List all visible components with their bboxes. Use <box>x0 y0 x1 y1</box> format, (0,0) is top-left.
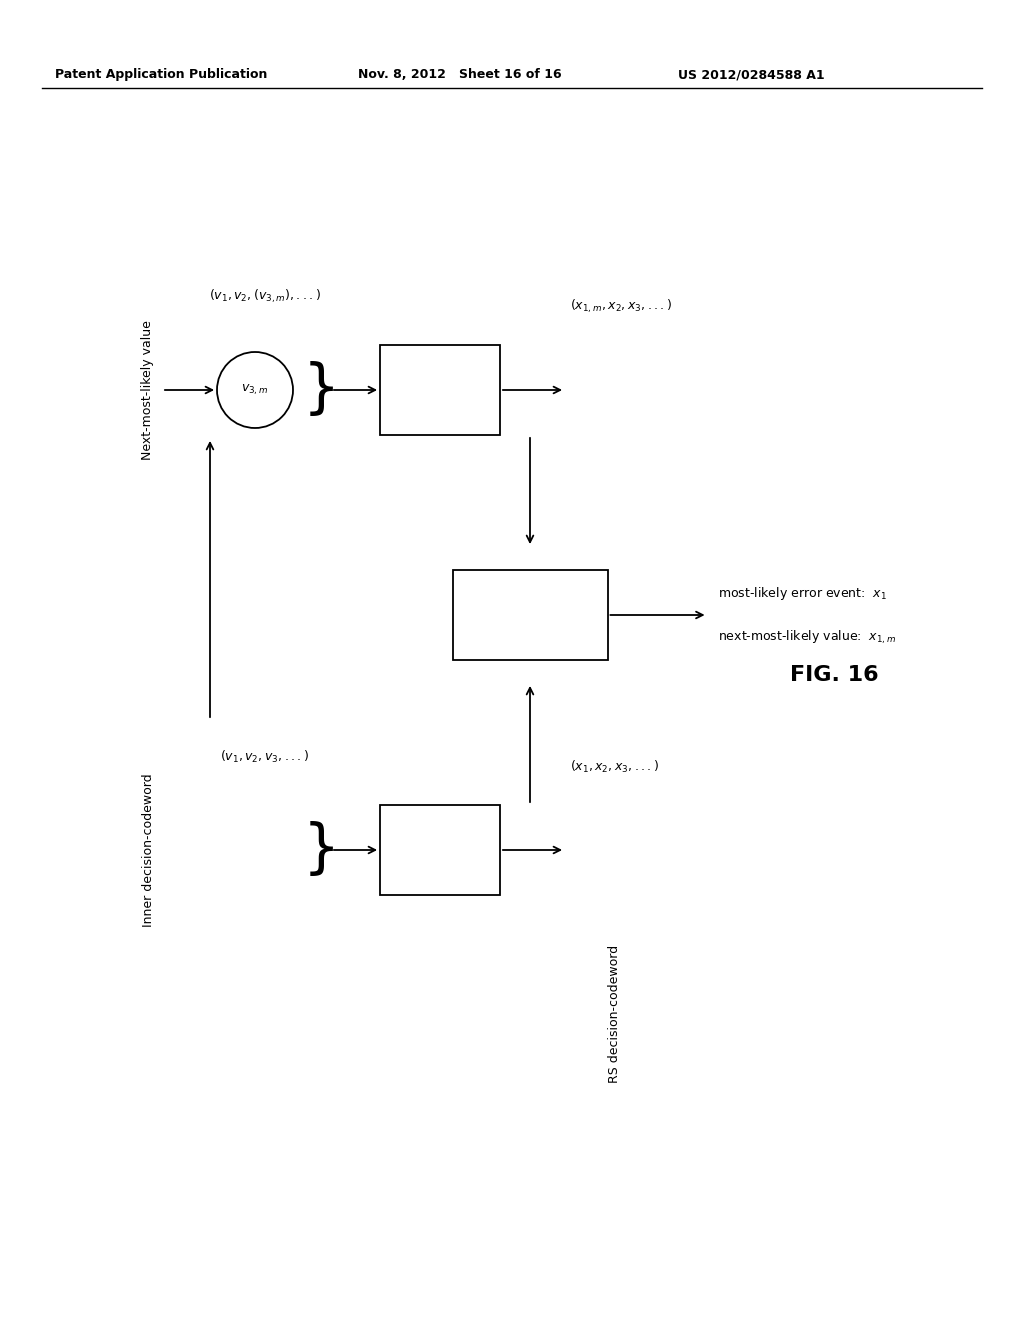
FancyBboxPatch shape <box>380 345 500 436</box>
Text: $(v_1, v_2, v_3, ...)$: $(v_1, v_2, v_3, ...)$ <box>220 748 309 766</box>
Text: Patent Application Publication: Patent Application Publication <box>55 69 267 81</box>
FancyBboxPatch shape <box>380 805 500 895</box>
Text: }: } <box>303 362 340 418</box>
Text: FIG. 16: FIG. 16 <box>790 665 879 685</box>
Text: $(x_1, x_2, x_3, ...)$: $(x_1, x_2, x_3, ...)$ <box>570 759 659 775</box>
Text: $v_{3,m}$: $v_{3,m}$ <box>242 383 268 397</box>
Text: Inner
decoder: Inner decoder <box>415 376 466 404</box>
Text: next-most-likely value:  $x_{1,m}$: next-most-likely value: $x_{1,m}$ <box>718 628 896 645</box>
FancyBboxPatch shape <box>453 570 607 660</box>
Text: US 2012/0284588 A1: US 2012/0284588 A1 <box>678 69 824 81</box>
Text: Nov. 8, 2012   Sheet 16 of 16: Nov. 8, 2012 Sheet 16 of 16 <box>358 69 561 81</box>
Text: Inner decision-codeword: Inner decision-codeword <box>141 774 155 927</box>
Text: RS decision-codeword: RS decision-codeword <box>608 945 622 1084</box>
Text: Next-most-likely value: Next-most-likely value <box>141 319 155 459</box>
Text: $(v_1, v_2, (v_{3,m}), ...)$: $(v_1, v_2, (v_{3,m}), ...)$ <box>209 288 321 305</box>
Text: most-likely error event:  $x_1$: most-likely error event: $x_1$ <box>718 585 887 602</box>
Text: $(x_{1,m}, x_2, x_3, ...)$: $(x_{1,m}, x_2, x_3, ...)$ <box>570 297 672 315</box>
Text: Compare: Compare <box>499 609 561 622</box>
Text: }: } <box>303 821 340 879</box>
Text: Inner
decoder: Inner decoder <box>415 836 466 865</box>
